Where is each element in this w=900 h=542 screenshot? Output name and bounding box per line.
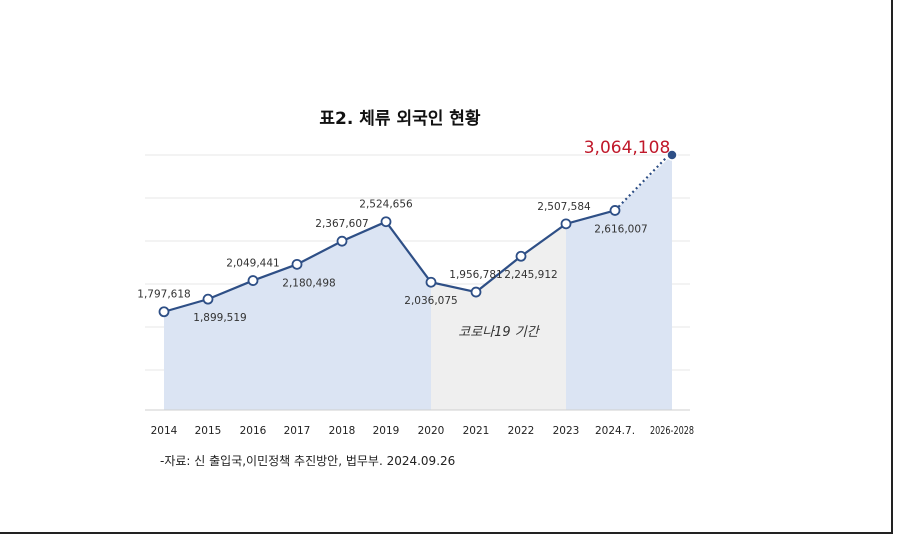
data-label: 2,180,498 [282, 277, 335, 289]
data-point [425, 276, 437, 288]
data-label: 2,367,607 [315, 218, 368, 230]
x-tick-label: 2017 [284, 425, 311, 437]
data-label: 2,245,912 [504, 269, 557, 281]
x-tick-label: 2020 [418, 425, 445, 437]
data-point [291, 258, 303, 270]
covid-period-band [431, 223, 566, 410]
x-tick-label: 2024.7. [595, 425, 635, 437]
x-tick-label: 2021 [463, 425, 490, 437]
data-point [560, 218, 572, 230]
x-tick-label: 2026-2028 [650, 425, 694, 437]
data-points [158, 149, 678, 318]
data-label: 1,797,618 [137, 289, 190, 301]
image-frame [0, 0, 893, 534]
x-axis-ticks: 2014 2015 2016 2017 2018 2019 2020 2021 2022 2023… [151, 425, 694, 437]
data-label-highlight: 3,064,108 [584, 138, 671, 158]
data-point [609, 205, 621, 216]
x-tick-label: 2018 [329, 425, 356, 437]
x-tick-label: 2019 [373, 425, 400, 437]
data-label: 1,956,781 [449, 269, 502, 281]
x-tick-label: 2015 [195, 425, 222, 437]
x-tick-label: 2016 [240, 425, 267, 437]
covid-period-label: 코로나19 기간 [458, 325, 541, 340]
data-label: 2,524,656 [359, 199, 413, 211]
data-label: 2,036,075 [404, 295, 457, 307]
source-note: -자료: 신 출입국,이민정책 추진방안, 법무부. 2024.09.26 [160, 454, 456, 468]
area-fill [164, 154, 672, 410]
data-point-projected [666, 149, 678, 161]
data-label: 1,899,519 [193, 312, 246, 324]
x-tick-label: 2022 [508, 425, 535, 437]
data-point [380, 216, 392, 228]
x-tick-label: 2014 [151, 425, 178, 437]
data-label: 2,507,584 [537, 201, 591, 213]
data-point [336, 235, 348, 247]
data-point [202, 293, 214, 305]
x-tick-label: 2023 [553, 425, 580, 437]
series-line-projection [614, 157, 667, 212]
data-label: 2,616,007 [594, 223, 647, 235]
data-label: 2,049,441 [226, 258, 279, 270]
data-point [515, 250, 527, 262]
data-point [158, 306, 170, 318]
data-point [247, 275, 259, 286]
chart-title: 표2. 체류 외국인 현황 [319, 109, 481, 129]
data-point [470, 286, 482, 298]
